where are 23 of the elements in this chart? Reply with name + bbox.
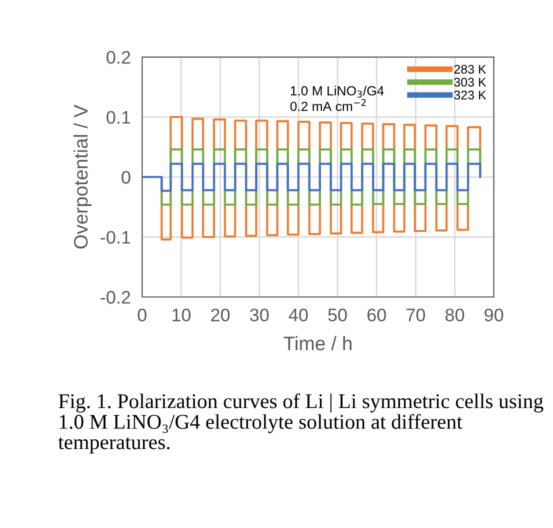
x-tick-label: 10	[172, 308, 191, 322]
y-tick-label: 0.1	[106, 110, 130, 124]
y-axis-title: Overpotential / V	[73, 104, 92, 248]
x-tick-label: 70	[406, 308, 426, 322]
x-tick-label: 60	[367, 308, 386, 322]
x-tick-label: 20	[211, 308, 230, 322]
x-tick-label: 90	[484, 308, 504, 322]
caption: Fig. 1. Polarization curves of Li | Li symmetric cells using 1.0 M LiNO₃/G4 electrolyte solution at different temperatures.	[58, 393, 544, 454]
x-tick-label: 40	[288, 308, 308, 322]
x-tick-label: 30	[250, 308, 269, 322]
x-tick-label: 80	[445, 308, 464, 322]
legend-label: 283 K	[454, 64, 486, 74]
y-tick-label: 0.2	[106, 50, 130, 64]
x-axis-title: Time / h	[284, 336, 352, 350]
y-tick-label: 0	[122, 170, 130, 184]
x-tick-label: 50	[328, 308, 347, 322]
legend-label: 303 K	[454, 78, 486, 87]
annotation: 0.2 mA cm$^{−2}$	[290, 99, 366, 112]
y-tick-label: -0.1	[100, 230, 130, 244]
legend-label: 323 K	[454, 90, 486, 100]
annotation: 1.0 M LiNO$_{3}$/G4	[290, 86, 384, 98]
x-tick-label: 0	[138, 308, 146, 322]
y-tick-label: -0.2	[100, 290, 130, 304]
